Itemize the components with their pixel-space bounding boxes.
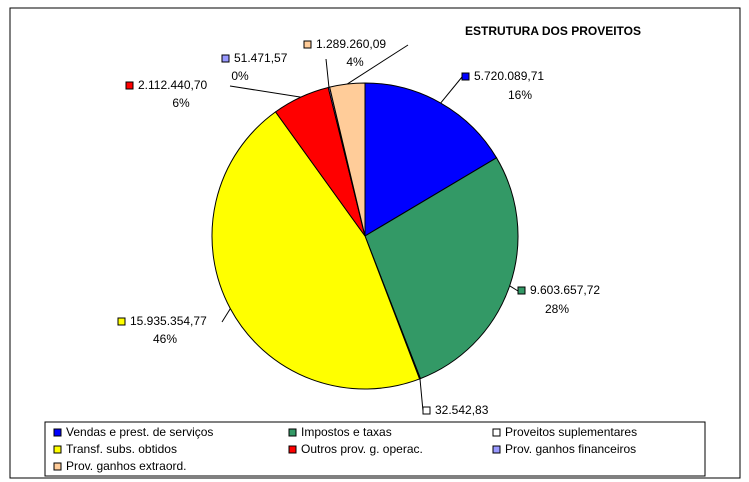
label-swatch [422, 406, 431, 415]
legend-label: Transf. subs. obtidos [66, 442, 177, 456]
chart-frame [9, 7, 741, 479]
legend-swatch [288, 428, 297, 437]
value-label: 1.289.260,09 [316, 37, 386, 51]
percent-label: 46% [153, 332, 177, 346]
value-label: 5.720.089,71 [474, 69, 544, 83]
label-swatch [117, 317, 126, 326]
legend-label: Vendas e prest. de serviços [66, 425, 213, 439]
label-swatch [517, 286, 526, 295]
value-label: 2.112.440,70 [138, 78, 208, 92]
percent-label: 0% [231, 69, 249, 83]
legend-label: Prov. ganhos financeiros [505, 442, 636, 456]
legend-swatch [492, 428, 501, 437]
chart-title: ESTRUTURA DOS PROVEITOS [465, 24, 641, 38]
leader-line [419, 378, 424, 412]
label-swatch [221, 54, 230, 63]
legend-swatch [53, 462, 62, 471]
value-label: 32.542,83 [435, 403, 489, 417]
leader-line [325, 58, 330, 88]
percent-label: 16% [508, 88, 532, 102]
legend-swatch [53, 428, 62, 437]
percent-label: 4% [346, 55, 364, 69]
label-swatch [461, 72, 470, 81]
legend-label: Proveitos suplementares [505, 425, 637, 439]
leader-line [440, 76, 463, 104]
leader-line [346, 44, 409, 85]
legend-swatch [492, 445, 501, 454]
legend-label: Impostos e taxas [301, 425, 392, 439]
legend-label: Prov. ganhos extraord. [66, 459, 187, 473]
value-label: 15.935.354,77 [130, 314, 207, 328]
legend-swatch [53, 445, 62, 454]
leader-line [221, 308, 231, 323]
label-swatch [303, 40, 312, 49]
percent-label: 6% [172, 96, 190, 110]
value-label: 51.471,57 [234, 51, 288, 65]
leader-line [229, 85, 301, 98]
legend-label: Outros prov. g. operac. [301, 442, 423, 456]
pie-slice [211, 111, 421, 390]
leader-line [509, 285, 519, 292]
legend-swatch [288, 445, 297, 454]
legend-box [44, 421, 706, 477]
value-label: 9.603.657,72 [530, 283, 600, 297]
percent-label: 28% [545, 302, 569, 316]
label-swatch [125, 81, 134, 90]
